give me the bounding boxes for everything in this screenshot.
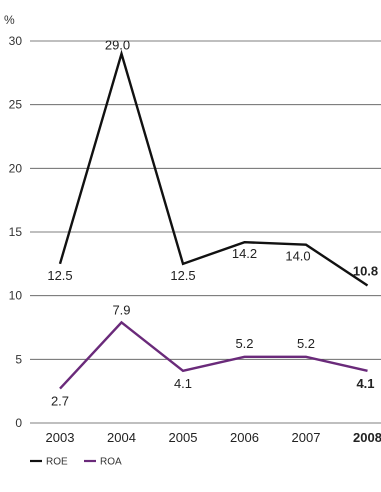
data-label-roa: 5.2 — [297, 336, 315, 351]
x-tick-label: 2006 — [230, 430, 259, 445]
y-tick-label: 25 — [9, 98, 23, 112]
x-tick-label: 2003 — [46, 430, 75, 445]
legend-label-roa: ROA — [100, 457, 122, 468]
data-label-roe: 29.0 — [105, 38, 130, 53]
y-tick-label: 0 — [15, 416, 22, 430]
data-label-roe: 12.5 — [47, 268, 72, 283]
y-tick-label: 10 — [9, 289, 23, 303]
legend-label-roe: ROE — [46, 457, 68, 468]
x-tick-label: 2007 — [292, 430, 321, 445]
series-line-roe — [58, 49, 369, 287]
data-label-roe: 14.2 — [232, 246, 257, 261]
data-label-roa: 7.9 — [112, 302, 130, 317]
data-label-roe: 14.0 — [285, 249, 310, 264]
data-label-roe: 12.5 — [170, 268, 195, 283]
y-tick-label: 30 — [9, 34, 23, 48]
x-tick-label: 2005 — [169, 430, 198, 445]
data-label-roa: 2.7 — [51, 394, 69, 409]
legend: ROE ROA — [30, 457, 122, 468]
series-line-roa — [59, 320, 368, 390]
data-labels: 12.5 29.0 12.5 14.2 14.0 10.8 2.7 7.9 4.1 5.2 5.2 4… — [47, 38, 378, 409]
data-label-roe: 10.8 — [353, 263, 378, 278]
data-label-roa: 4.1 — [174, 376, 192, 391]
y-tick-label: 15 — [9, 225, 23, 239]
x-tick-label: 2008 — [353, 430, 381, 445]
data-label-roa: 5.2 — [235, 336, 253, 351]
x-tick-label: 2004 — [107, 430, 136, 445]
series-lines — [58, 49, 369, 390]
x-axis-ticks: 2003 2004 2005 2006 2007 2008 — [46, 430, 381, 445]
y-axis-unit-label: % — [4, 13, 15, 27]
data-label-roa: 4.1 — [356, 376, 374, 391]
y-axis-ticks: 0 5 10 15 20 25 30 — [9, 34, 23, 430]
y-tick-label: 5 — [15, 352, 22, 366]
y-tick-label: 20 — [9, 161, 23, 175]
